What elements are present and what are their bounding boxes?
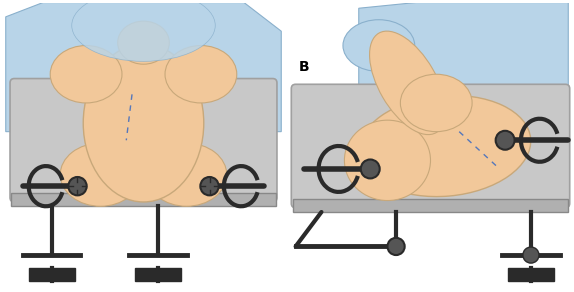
Text: A: A bbox=[115, 60, 126, 74]
Ellipse shape bbox=[83, 44, 204, 202]
Bar bbox=[135, 268, 181, 281]
Ellipse shape bbox=[370, 31, 445, 135]
Ellipse shape bbox=[72, 0, 215, 61]
Ellipse shape bbox=[401, 74, 472, 132]
Circle shape bbox=[523, 247, 539, 263]
Circle shape bbox=[387, 238, 405, 255]
Circle shape bbox=[361, 159, 380, 178]
Bar bbox=[508, 268, 554, 281]
FancyBboxPatch shape bbox=[292, 84, 569, 208]
FancyBboxPatch shape bbox=[10, 79, 277, 202]
Polygon shape bbox=[359, 3, 568, 123]
Polygon shape bbox=[6, 3, 281, 132]
Ellipse shape bbox=[165, 46, 237, 103]
Circle shape bbox=[200, 177, 219, 195]
Ellipse shape bbox=[344, 120, 430, 201]
Ellipse shape bbox=[60, 143, 141, 206]
Ellipse shape bbox=[51, 46, 122, 103]
Ellipse shape bbox=[118, 21, 169, 64]
Bar bbox=[29, 268, 75, 281]
Text: B: B bbox=[298, 60, 309, 74]
Ellipse shape bbox=[343, 20, 415, 71]
Bar bbox=[11, 193, 276, 206]
Circle shape bbox=[496, 131, 514, 150]
Ellipse shape bbox=[146, 143, 227, 206]
Ellipse shape bbox=[359, 95, 531, 197]
Circle shape bbox=[68, 177, 87, 195]
Bar bbox=[293, 199, 568, 212]
